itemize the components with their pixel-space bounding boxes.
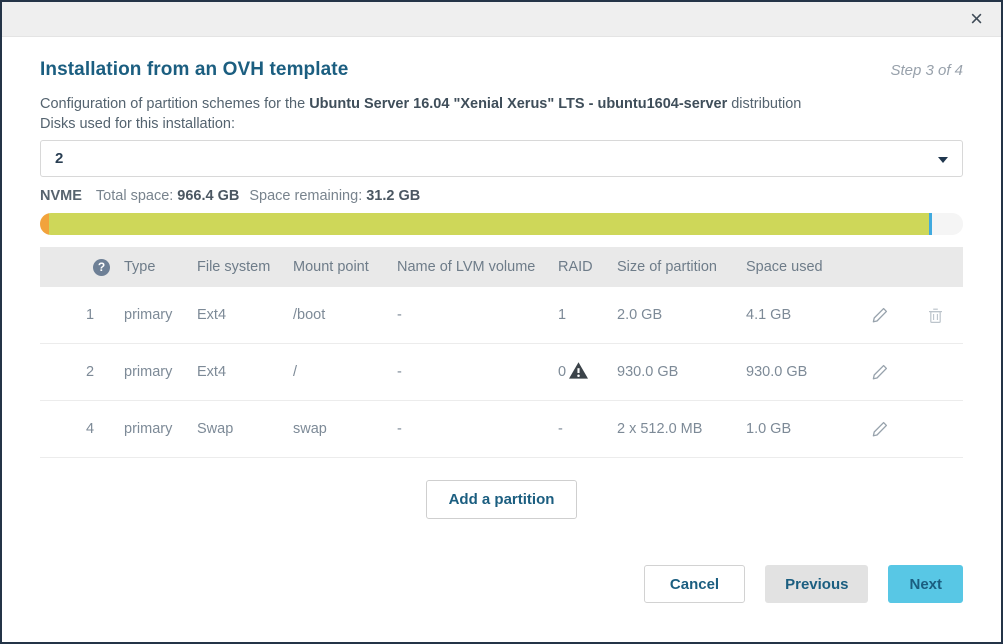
partition-type: primary (124, 364, 173, 381)
partition-raid: - (558, 421, 563, 438)
close-icon[interactable]: × (966, 8, 987, 30)
partition-mount-point: / (293, 364, 298, 381)
description: Configuration of partition schemes for t… (40, 94, 963, 114)
space-remaining-value: 31.2 GB (366, 188, 421, 205)
distribution-name: Ubuntu Server 16.04 "Xenial Xerus" LTS -… (309, 96, 728, 112)
warning-icon (569, 361, 589, 379)
disks-used-label: Disks used for this installation: (40, 116, 236, 133)
table-row-root: 2 primary Ext4 / - 0 930.0 GB 930.0 GB (40, 344, 963, 402)
edit-partition-icon[interactable] (852, 306, 908, 324)
page-title: Installation from an OVH template (40, 59, 349, 80)
partition-order: 1 (86, 307, 95, 324)
partition-lvm: - (397, 421, 402, 438)
partition-file-system: Ext4 (197, 307, 227, 324)
edit-partition-icon[interactable] (852, 420, 908, 438)
header-partition-size: Size of partition (617, 259, 717, 276)
description-suffix: distribution (727, 96, 802, 112)
partition-order: 4 (86, 421, 95, 438)
partition-file-system: Swap (197, 421, 234, 438)
dialog-content: Installation from an OVH template Step 3… (2, 59, 1001, 604)
usage-segment-boot (40, 213, 49, 236)
header-mount-point: Mount point (293, 259, 369, 276)
usage-segment-free (931, 213, 963, 236)
partition-space-used: 930.0 GB (746, 364, 808, 381)
dialog-footer: Cancel Previous Next (40, 565, 963, 604)
header-type: Type (124, 259, 156, 276)
help-icon[interactable]: ? (93, 258, 110, 276)
partition-lvm: - (397, 307, 402, 324)
partition-space-used: 1.0 GB (746, 421, 792, 438)
header-space-used: Space used (746, 259, 823, 276)
space-remaining-label: Space remaining: (249, 188, 363, 205)
partition-file-system: Ext4 (197, 364, 227, 381)
dialog-titlebar: × (2, 2, 1001, 37)
partitions-table: ? Type File system Mount point Name of L… (40, 247, 963, 459)
partition-type: primary (124, 307, 173, 324)
disk-info: NVME Total space: 966.4 GB Space remaini… (40, 188, 963, 204)
table-row-swap: 4 primary Swap swap - - 2 x 512.0 MB 1.0… (40, 401, 963, 459)
usage-segment-root (48, 213, 929, 236)
header-lvm-volume: Name of LVM volume (397, 259, 536, 276)
usage-segment-swap (928, 213, 932, 236)
table-row-boot: 1 primary Ext4 /boot - 1 2.0 GB 4.1 GB (40, 287, 963, 345)
disks-select[interactable]: 2 (40, 140, 963, 178)
add-partition-button[interactable]: Add a partition (425, 480, 578, 520)
partition-type: primary (124, 421, 173, 438)
delete-partition-icon[interactable] (908, 307, 963, 324)
total-space-value: 966.4 GB (177, 188, 240, 205)
partition-mount-point: swap (293, 421, 327, 438)
disks-select-value: 2 (55, 150, 64, 168)
partition-size: 2.0 GB (617, 307, 663, 324)
header-raid: RAID (558, 259, 593, 276)
step-indicator: Step 3 of 4 (890, 62, 963, 79)
header-file-system: File system (197, 259, 271, 276)
table-header-row: ? Type File system Mount point Name of L… (40, 247, 963, 288)
partition-raid: 0 (558, 364, 567, 381)
edit-partition-icon[interactable] (852, 363, 908, 381)
next-button[interactable]: Next (888, 565, 963, 604)
partition-lvm: - (397, 364, 402, 381)
total-space-label: Total space: (95, 188, 174, 205)
partition-raid: 1 (558, 307, 567, 324)
cancel-button[interactable]: Cancel (643, 565, 746, 604)
partition-size: 2 x 512.0 MB (617, 421, 703, 438)
partition-size: 930.0 GB (617, 364, 679, 381)
previous-button[interactable]: Previous (765, 565, 869, 604)
chevron-down-icon (938, 156, 948, 163)
partition-mount-point: /boot (293, 307, 326, 324)
partition-order: 2 (86, 364, 95, 381)
description-prefix: Configuration of partition schemes for t… (40, 96, 310, 112)
disk-usage-bar (40, 213, 963, 236)
disk-type-label: NVME (40, 188, 82, 205)
partition-space-used: 4.1 GB (746, 307, 792, 324)
